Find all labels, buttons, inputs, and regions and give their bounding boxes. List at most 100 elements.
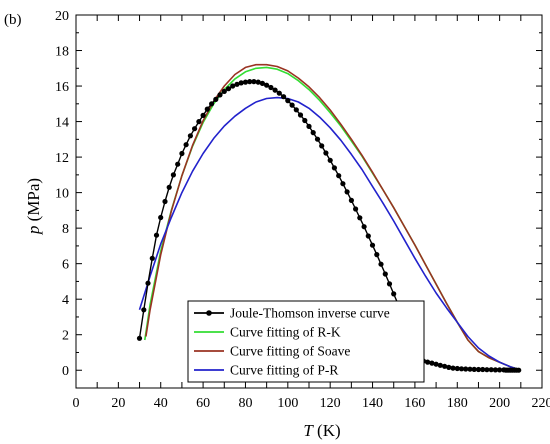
y-tick-label: 14 — [55, 116, 69, 131]
data-point — [475, 366, 482, 373]
y-tick-label: 0 — [62, 364, 69, 379]
data-point — [365, 233, 371, 239]
data-point — [391, 291, 397, 297]
data-point — [242, 79, 249, 85]
data-point — [378, 261, 384, 267]
data-point — [429, 360, 435, 366]
data-point — [386, 281, 393, 287]
data-point — [158, 214, 164, 221]
legend-label: Curve fitting of P-R — [230, 363, 338, 378]
data-point — [369, 242, 376, 248]
data-point — [446, 364, 452, 370]
data-point — [209, 101, 215, 107]
x-tick-label: 80 — [238, 396, 252, 411]
data-point — [221, 88, 227, 94]
data-point — [289, 102, 295, 108]
data-point — [314, 136, 321, 142]
legend-box — [187, 300, 425, 383]
data-point — [149, 255, 155, 261]
data-point — [357, 215, 363, 221]
data-point — [484, 367, 490, 373]
data-point — [454, 365, 460, 372]
data-point — [179, 150, 185, 157]
data-point — [297, 112, 304, 118]
axes — [75, 14, 543, 389]
y-tick-label: 18 — [55, 45, 69, 60]
data-point — [145, 280, 151, 286]
data-point — [348, 197, 354, 203]
y-tick-label: 4 — [62, 293, 69, 308]
data-point — [255, 79, 261, 85]
data-point — [141, 307, 147, 313]
data-point — [361, 224, 367, 230]
y-tick-label: 8 — [62, 222, 69, 237]
data-point — [353, 206, 359, 212]
y-tick-label: 12 — [55, 151, 69, 166]
legend: Joule-Thomson inverse curve Curve fitting… — [187, 300, 425, 383]
x-tick-label: 140 — [362, 396, 383, 411]
x-tick-label: 160 — [404, 396, 425, 411]
x-tick-label: 20 — [111, 396, 125, 411]
data-point — [344, 189, 350, 195]
data-point — [310, 130, 316, 136]
data-point — [463, 366, 469, 372]
data-point — [200, 112, 206, 118]
y-tick-label: 20 — [55, 9, 69, 24]
data-point — [437, 362, 443, 368]
data-point — [382, 271, 388, 277]
data-point — [238, 80, 244, 86]
data-point — [213, 96, 219, 102]
data-point — [166, 184, 172, 190]
data-point — [336, 173, 342, 179]
data-point — [374, 252, 380, 258]
series-line-3 — [138, 96, 519, 371]
data-point — [276, 90, 282, 96]
y-tick-label: 6 — [62, 258, 69, 273]
data-point — [234, 81, 240, 87]
data-point — [471, 366, 477, 372]
data-point — [272, 87, 278, 93]
data-point — [340, 181, 346, 187]
data-point — [136, 335, 143, 341]
data-point — [306, 123, 312, 129]
data-point — [516, 367, 522, 373]
x-tick-label: 180 — [447, 396, 468, 411]
data-point — [196, 119, 202, 125]
data-point — [331, 165, 337, 171]
x-tick-label: 40 — [154, 396, 168, 411]
plot-area — [136, 63, 522, 373]
data-point — [170, 172, 176, 178]
data-point — [268, 84, 274, 91]
data-point — [319, 143, 325, 149]
x-axis-title: T (K) — [303, 421, 340, 440]
data-point — [281, 94, 287, 100]
data-point — [259, 80, 265, 86]
data-point — [204, 106, 210, 112]
x-tick-label: 120 — [320, 396, 341, 411]
data-point — [162, 198, 168, 205]
y-tick-label: 2 — [62, 329, 69, 344]
data-point — [187, 133, 193, 139]
data-point — [442, 363, 448, 369]
legend-label: Curve fitting of R-K — [230, 325, 341, 340]
data-point — [230, 83, 236, 89]
x-tick-label: 100 — [277, 396, 298, 411]
data-point — [492, 367, 498, 373]
data-point — [302, 117, 308, 124]
legend-marker — [206, 310, 212, 316]
data-point — [327, 157, 333, 163]
x-tick-labels: 0 20 40 60 80 100 120 140 160 180 200 220 — [73, 396, 550, 411]
data-point — [488, 367, 494, 373]
panel-label: (b) — [4, 12, 22, 28]
data-point — [467, 366, 473, 372]
x-tick-label: 0 — [73, 396, 80, 411]
data-point — [323, 150, 329, 156]
data-point — [450, 365, 456, 371]
data-point — [225, 86, 232, 92]
data-point — [480, 366, 486, 373]
x-tick-label: 200 — [489, 396, 510, 411]
data-point — [425, 359, 431, 365]
legend-label: Curve fitting of Soave — [230, 344, 350, 359]
data-point — [217, 92, 223, 98]
